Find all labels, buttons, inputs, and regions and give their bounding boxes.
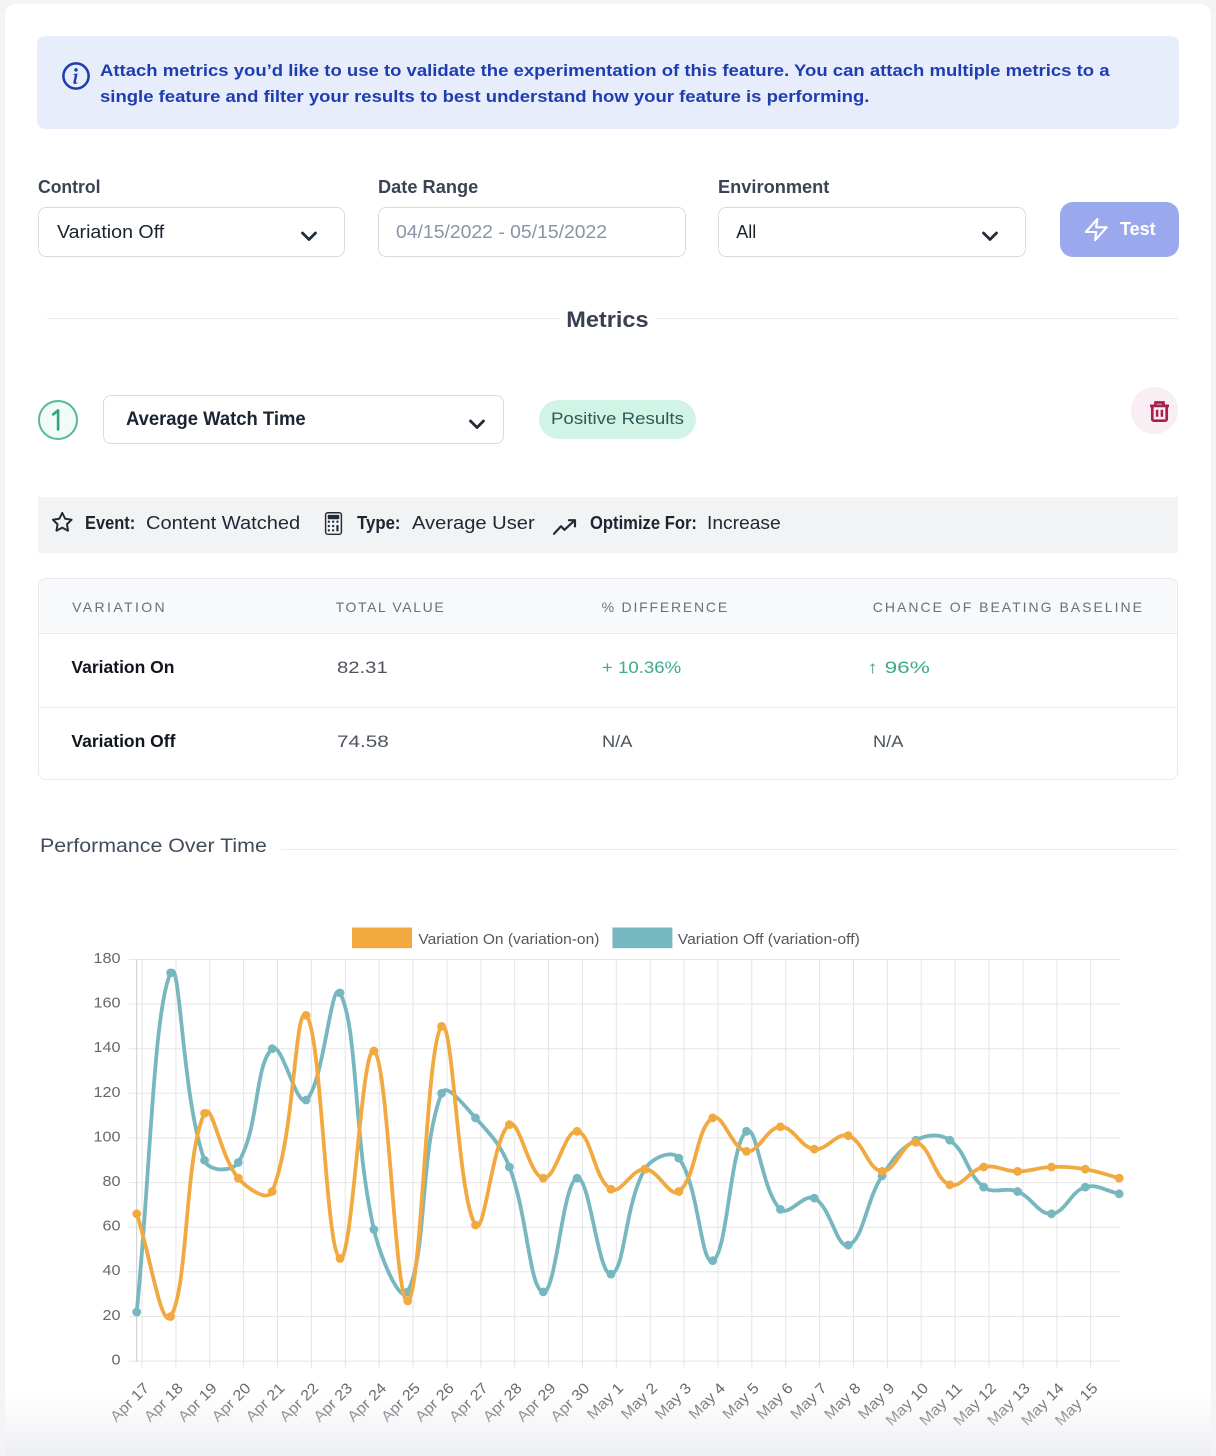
- svg-text:100: 100: [94, 1128, 121, 1145]
- svg-text:Variation On (variation-on): Variation On (variation-on): [418, 931, 599, 948]
- svg-text:0: 0: [112, 1352, 121, 1369]
- svg-text:80: 80: [103, 1173, 121, 1190]
- svg-text:60: 60: [103, 1218, 121, 1235]
- svg-text:40: 40: [103, 1262, 121, 1279]
- svg-text:140: 140: [94, 1039, 121, 1056]
- svg-text:120: 120: [94, 1084, 121, 1101]
- svg-text:180: 180: [94, 950, 121, 967]
- svg-text:Variation Off (variation-off): Variation Off (variation-off): [678, 931, 860, 948]
- svg-text:160: 160: [94, 995, 121, 1012]
- svg-text:20: 20: [103, 1307, 121, 1324]
